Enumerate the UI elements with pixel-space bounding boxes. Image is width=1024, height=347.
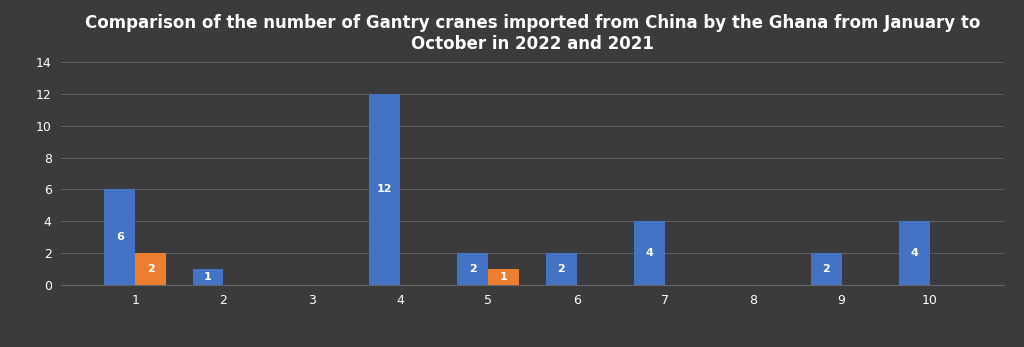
Bar [546, 253, 577, 285]
Text: 2: 2 [469, 264, 477, 274]
Bar [899, 221, 930, 285]
Text: 2: 2 [822, 264, 829, 274]
Bar [458, 253, 488, 285]
Title: Comparison of the number of Gantry cranes imported from China by the Ghana from : Comparison of the number of Gantry crane… [85, 14, 980, 53]
Bar [488, 269, 519, 285]
Text: 2: 2 [146, 264, 155, 274]
Bar [104, 189, 135, 285]
Text: 2: 2 [557, 264, 565, 274]
Text: 12: 12 [377, 184, 392, 194]
Bar [193, 269, 223, 285]
Bar [811, 253, 842, 285]
Bar [369, 94, 400, 285]
Text: 4: 4 [645, 248, 653, 258]
Text: 6: 6 [116, 232, 124, 242]
Text: 4: 4 [910, 248, 919, 258]
Bar [135, 253, 166, 285]
Text: 1: 1 [204, 272, 212, 282]
Text: 1: 1 [500, 272, 508, 282]
Bar [634, 221, 665, 285]
